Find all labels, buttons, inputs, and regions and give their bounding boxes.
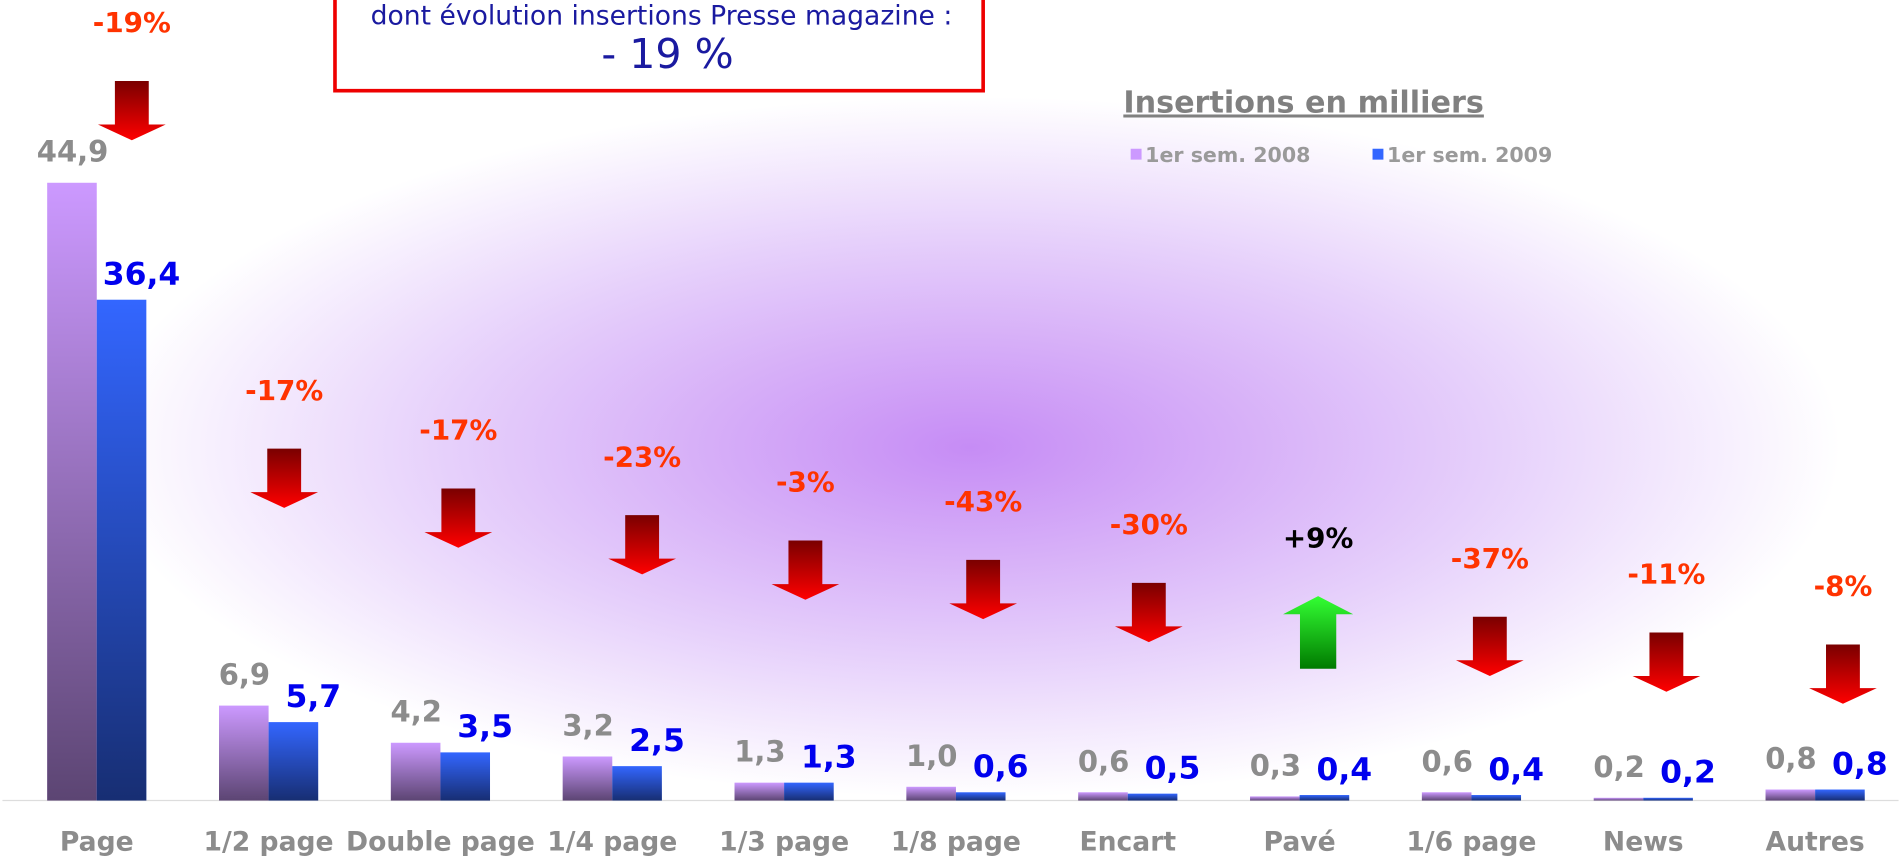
x-tick-label: 1/6 page	[1406, 826, 1536, 857]
bar-shade	[268, 722, 319, 801]
bar-shade	[1765, 789, 1816, 801]
change-label: -43%	[944, 485, 1022, 518]
change-label: -17%	[419, 414, 497, 447]
bar-shade	[96, 299, 147, 801]
x-tick-label: Encart	[1079, 826, 1176, 857]
x-tick-label: 1/3 page	[719, 826, 849, 857]
change-label: +9%	[1283, 521, 1353, 554]
value-label: 6,9	[219, 658, 270, 692]
value-label: 5,7	[285, 679, 341, 715]
change-label: -19%	[93, 6, 171, 39]
value-label: 0,3	[1250, 748, 1301, 782]
change-label: -37%	[1451, 542, 1529, 575]
bar-shade	[784, 782, 834, 801]
value-label: 4,2	[391, 695, 442, 729]
change-arrow	[771, 540, 840, 600]
value-label: 0,5	[1145, 750, 1201, 786]
change-label: -30%	[1110, 508, 1188, 541]
value-label: 3,5	[457, 709, 513, 745]
x-tick-label: 1/4 page	[547, 826, 677, 857]
change-label: -3%	[776, 466, 835, 499]
change-arrow	[1809, 644, 1877, 704]
bar-shade	[1643, 797, 1693, 801]
x-tick-label: Pavé	[1264, 826, 1336, 857]
bar-shade	[1299, 795, 1350, 801]
change-arrow	[1283, 596, 1354, 669]
value-label: 1,3	[801, 739, 857, 775]
x-tick-label: Autres	[1766, 826, 1865, 857]
legend-swatch	[1130, 148, 1142, 160]
value-label: 0,6	[1078, 744, 1129, 778]
x-tick-label: Double page	[346, 826, 535, 857]
legend-label: 1er sem. 2008	[1145, 143, 1310, 167]
value-label: 0,8	[1832, 746, 1888, 782]
bar-shade	[219, 705, 269, 801]
change-arrow	[97, 81, 166, 141]
bar-shade	[1078, 792, 1128, 801]
change-arrow	[424, 488, 493, 548]
box-text: dont évolution insertions Presse magazin…	[371, 0, 953, 31]
x-tick-label: Page	[60, 826, 134, 857]
bar-shade	[1471, 795, 1522, 801]
value-label: 3,2	[562, 708, 613, 742]
value-label: 0,8	[1765, 742, 1816, 776]
subtitle: Insertions en milliers	[1123, 85, 1484, 120]
info-box	[333, 0, 985, 93]
change-arrow	[1455, 616, 1524, 676]
x-tick-label: 1/2 page	[204, 826, 334, 857]
value-label: 44,9	[37, 135, 109, 169]
bar-shade	[390, 742, 441, 801]
bar-shade	[1421, 792, 1472, 801]
change-label: -23%	[603, 440, 681, 473]
box-value: - 19 %	[601, 30, 733, 78]
value-label: 2,5	[629, 723, 685, 759]
bar-shade	[612, 766, 662, 801]
bar-shade	[1815, 789, 1865, 801]
change-label: -8%	[1814, 570, 1873, 603]
value-label: 36,4	[103, 257, 181, 293]
value-label: 0,4	[1488, 752, 1544, 788]
change-arrow	[1114, 582, 1183, 643]
bar-shade	[1593, 797, 1644, 801]
change-arrow	[250, 448, 319, 508]
bar-shade	[906, 786, 956, 801]
bar-shade	[562, 756, 613, 801]
bar-shade	[1250, 796, 1300, 801]
change-label: -17%	[245, 374, 323, 407]
background	[99, 96, 1841, 799]
bar-shade	[955, 792, 1006, 801]
change-arrow	[1632, 632, 1701, 692]
bar-shade	[440, 752, 491, 801]
change-label: -11%	[1627, 558, 1705, 591]
value-label: 0,4	[1317, 752, 1373, 788]
bar-shade	[47, 182, 97, 801]
x-tick-label: News	[1603, 826, 1684, 857]
value-label: 1,0	[906, 739, 957, 773]
value-label: 1,3	[734, 735, 785, 769]
x-tick-label: 1/8 page	[891, 826, 1021, 857]
value-label: 0,6	[973, 749, 1029, 785]
legend-swatch	[1372, 148, 1384, 160]
value-label: 0,2	[1593, 750, 1644, 784]
bar-shade	[1127, 793, 1178, 801]
bar-shade	[734, 782, 785, 801]
legend-label: 1er sem. 2009	[1387, 143, 1552, 167]
value-label: 0,2	[1660, 755, 1716, 791]
value-label: 0,6	[1422, 744, 1473, 778]
